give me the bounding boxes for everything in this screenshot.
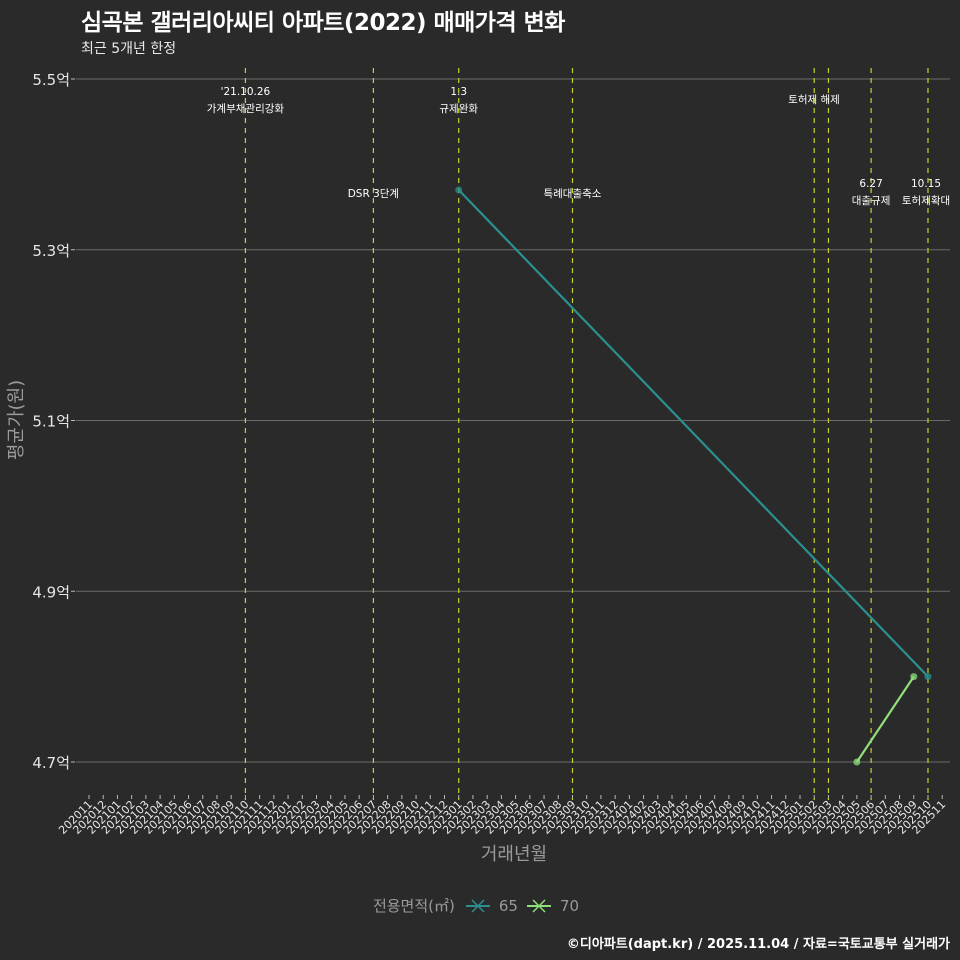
- event-annotation: 특례대출축소: [543, 188, 601, 200]
- event-annotation: 1.3: [450, 86, 467, 98]
- event-lines: [244, 68, 929, 800]
- event-annotation: DSR 3단계: [348, 188, 399, 200]
- series-line-65: [457, 189, 929, 678]
- y-tick-label: 5.3억: [32, 242, 70, 260]
- source-credit: ©디아파트(dapt.kr) / 2025.11.04 / 자료=국토교통부 실…: [566, 937, 950, 952]
- legend-item-70: 70: [526, 897, 579, 915]
- event-annotation: 10.15: [911, 178, 941, 190]
- event-annotation: 토허제확대: [902, 194, 950, 207]
- data-series: [455, 186, 932, 766]
- chart-title: 심곡본 갤러리아씨티 아파트(2022) 매매가격 변화: [81, 10, 565, 36]
- y-tick-label: 4.9억: [32, 583, 70, 601]
- y-tick-label: 5.1억: [32, 413, 70, 431]
- data-point: [924, 673, 932, 681]
- y-tick-label: 4.7억: [32, 754, 70, 772]
- event-annotation: 토허제 해제: [788, 93, 840, 106]
- grid-lines: [76, 78, 950, 763]
- legend-item-65: 65: [465, 897, 518, 915]
- legend-label: 70: [559, 896, 580, 915]
- data-point: [853, 758, 861, 766]
- legend-title: 전용면적(㎡): [372, 897, 455, 915]
- x-axis-ticks: 2020112020122021012021022021032021042021…: [56, 795, 948, 837]
- y-axis-ticks: 4.7억 4.9억 5.1억 5.3억 5.5억: [32, 71, 75, 772]
- y-tick-label: 5.5억: [32, 71, 70, 89]
- legend-line-marker-icon: [526, 898, 551, 913]
- event-annotation: '21.10.26: [221, 86, 271, 98]
- data-point: [455, 186, 463, 194]
- legend: 전용면적(㎡) 65 70: [0, 895, 960, 916]
- y-axis-title: 평균가(원): [6, 380, 27, 460]
- event-annotation: 규제완화: [439, 102, 478, 115]
- series-line-70: [855, 676, 915, 763]
- event-annotation: 가계부채관리강화: [207, 103, 285, 115]
- event-annotation: 6.27: [859, 178, 882, 190]
- chart-subtitle: 최근 5개년 한정: [81, 41, 177, 57]
- data-point: [910, 673, 918, 681]
- legend-label: 65: [498, 896, 518, 915]
- legend-line-marker-icon: [465, 898, 490, 913]
- event-annotation: 대출규제: [852, 195, 891, 207]
- x-axis-title: 거래년월: [481, 844, 547, 865]
